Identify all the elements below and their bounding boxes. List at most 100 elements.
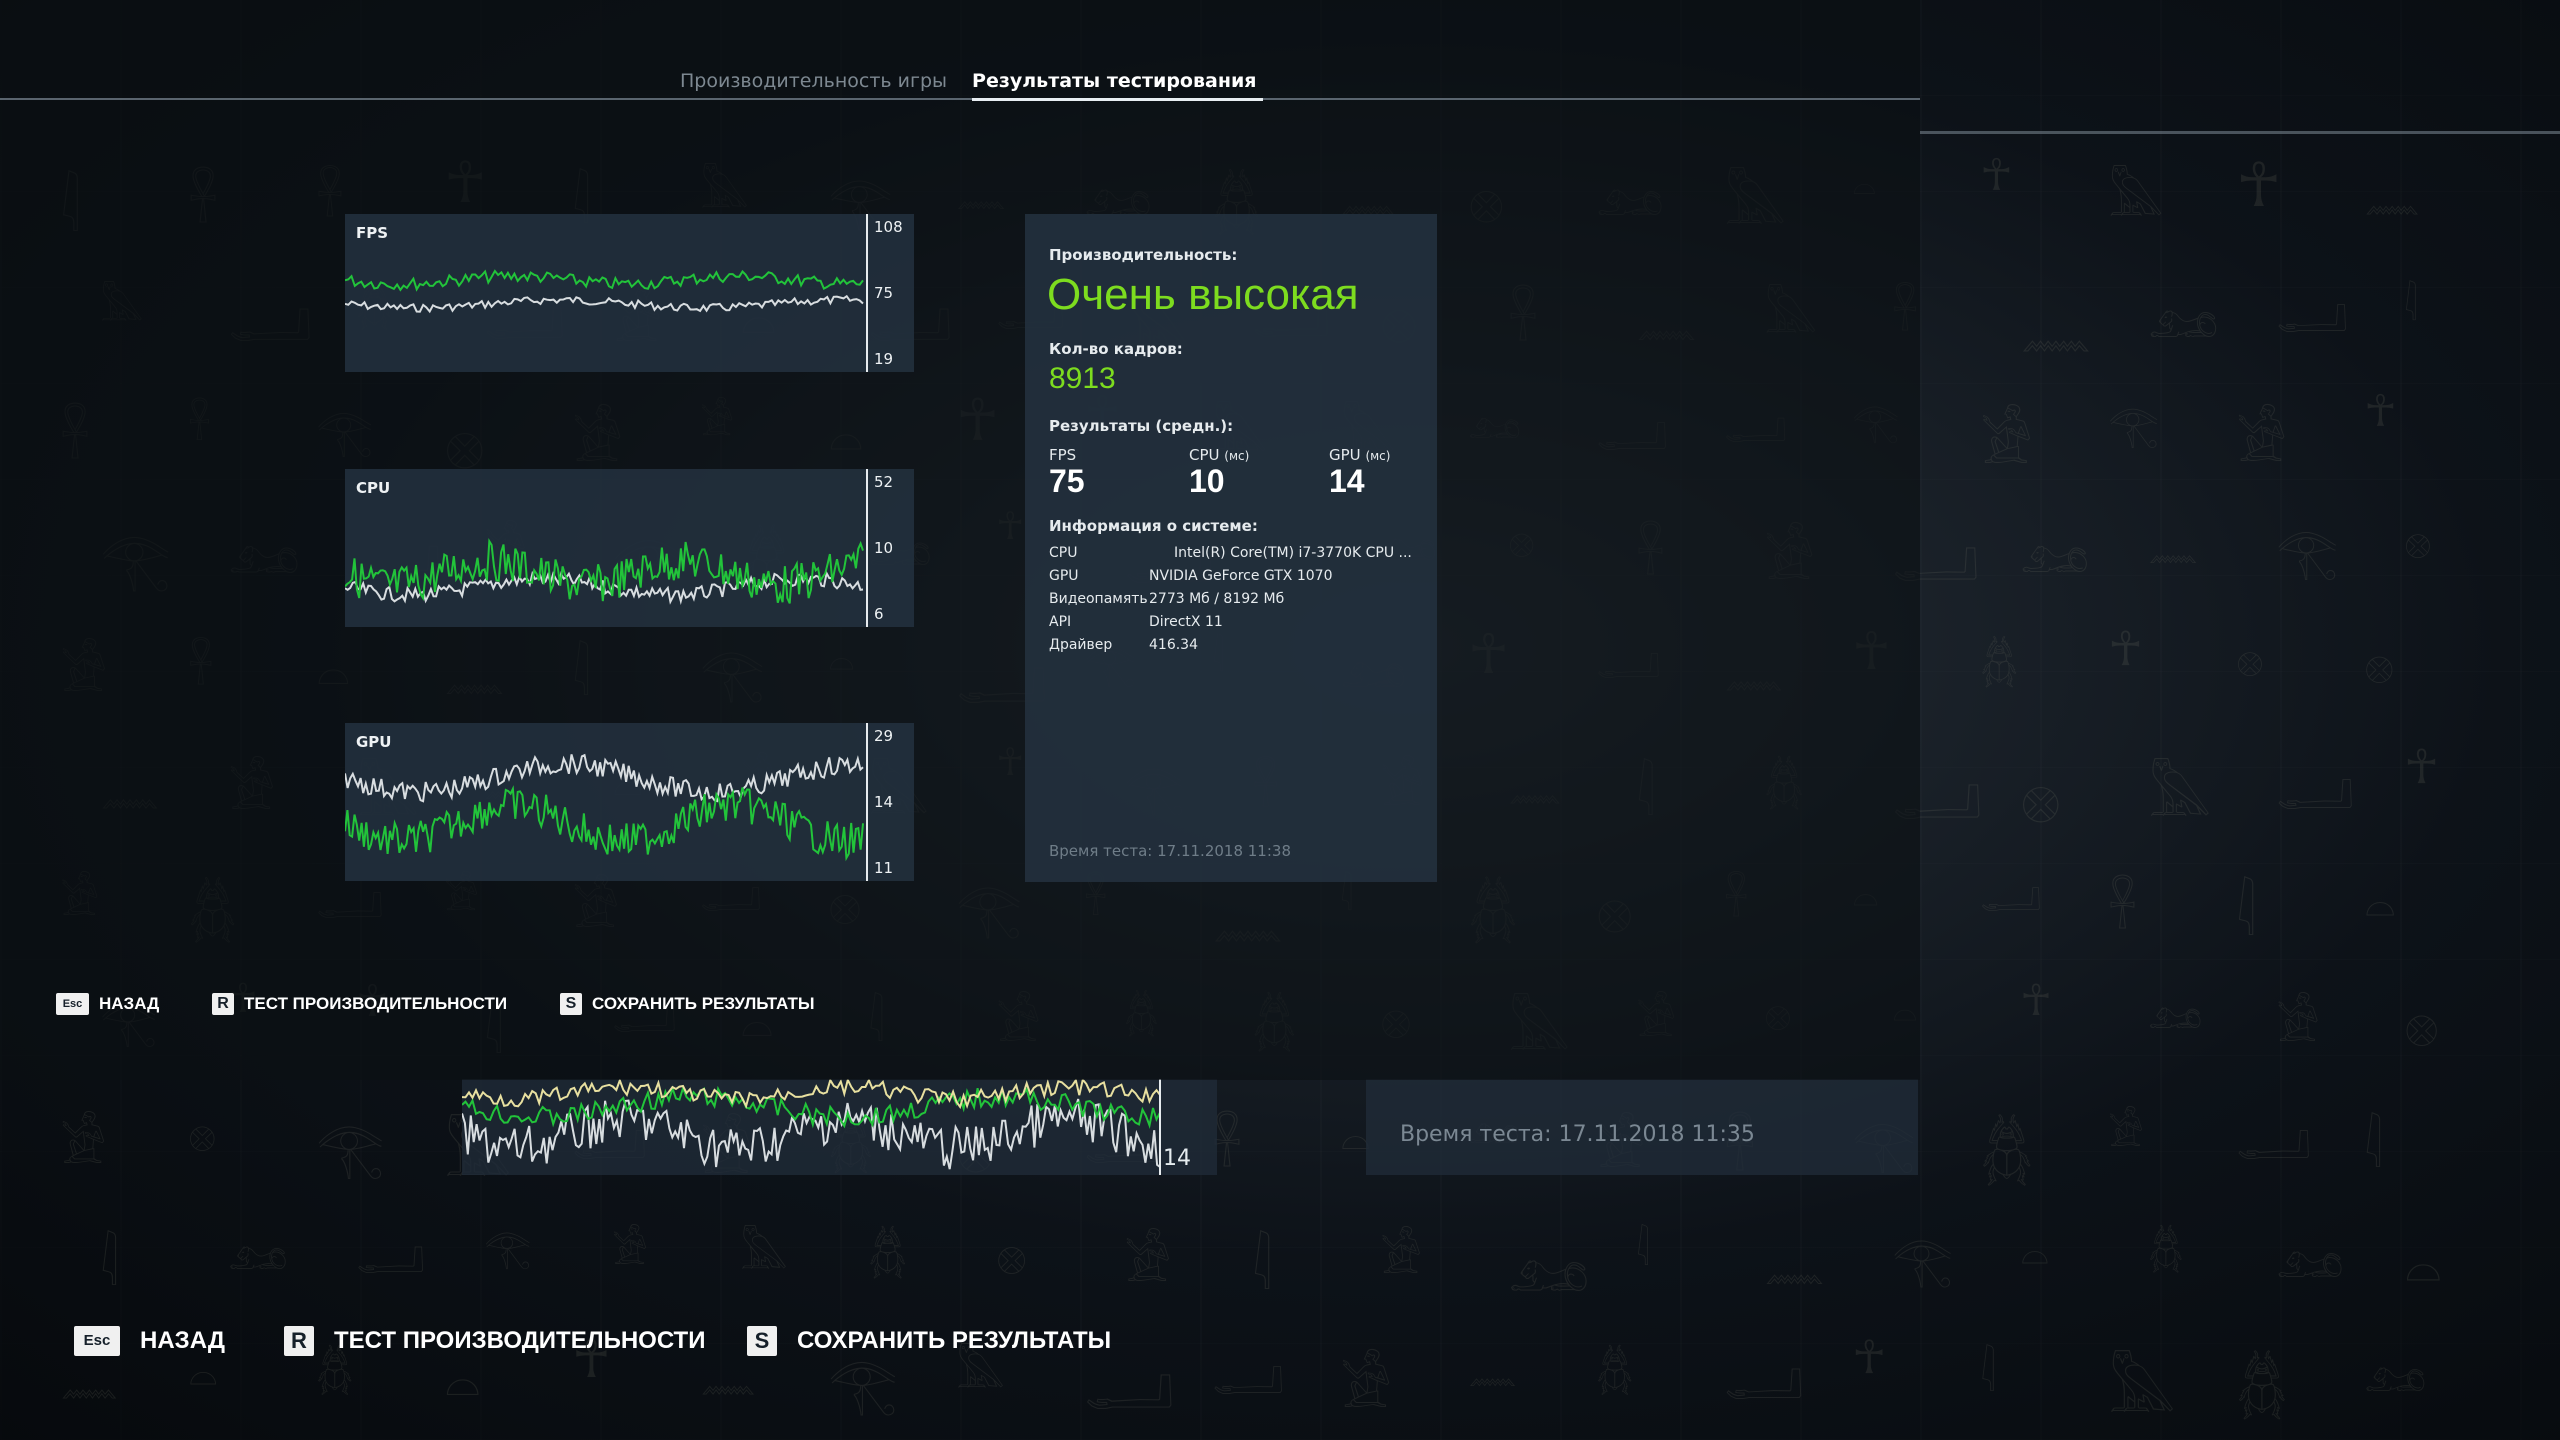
sys-key: CPU: [1049, 545, 1078, 561]
hieroglyph-icon: ☥: [2108, 622, 2144, 677]
fps-tick-min: 19: [874, 350, 894, 368]
hieroglyph-icon: 𓂀: [1892, 1232, 1954, 1289]
hieroglyph-icon: 𓀀: [1124, 1233, 1172, 1294]
hieroglyph-icon: 𓂝: [356, 1230, 426, 1284]
hieroglyph-icon: 𓀀: [2276, 996, 2321, 1053]
hieroglyph-icon: 𓈖: [2364, 168, 2421, 223]
hieroglyph-icon: 𓂀: [484, 1226, 532, 1270]
hieroglyph-icon: 𓃭: [2276, 1231, 2344, 1289]
hieroglyph-icon: ☥: [1852, 1330, 1887, 1384]
sys-key: GPU: [1049, 568, 1079, 584]
hieroglyph-icon: 𓅓: [2148, 763, 2212, 829]
hieroglyph-icon: 𓀀: [1340, 1353, 1393, 1421]
hieroglyph-icon: 𓂝: [1084, 1354, 1175, 1424]
hieroglyph-icon: 𓅓: [2108, 169, 2164, 227]
hieroglyph-icon: 𓃭: [2364, 1348, 2427, 1402]
hieroglyph-icon: 𓂀: [316, 1116, 385, 1180]
tab-bar-line: [0, 98, 1920, 100]
hieroglyph-icon: 𓈖: [700, 1348, 757, 1403]
background-back-button[interactable]: Esc НАЗАД: [74, 1326, 225, 1356]
cpu-trace-green: [345, 538, 864, 604]
back-label: НАЗАД: [99, 994, 160, 1013]
save-results-label: СОХРАНИТЬ РЕЗУЛЬТАТЫ: [592, 994, 815, 1013]
background-results-panel: Время теста: 17.11.2018 11:35: [1366, 1079, 1918, 1175]
sys-key: Видеопамять: [1049, 591, 1148, 607]
hieroglyph-icon: ☥: [2404, 740, 2440, 795]
avg-fps-name: FPS: [1049, 446, 1077, 464]
hieroglyph-icon: 𓆣: [1980, 1118, 2034, 1188]
background-chart-axis: [1159, 1079, 1161, 1175]
tab-bar: Производительность игры Результаты тести…: [680, 70, 1281, 101]
hieroglyph-icon: 𓂀: [2108, 401, 2160, 449]
hieroglyph-icon: 𓋹: [1212, 1115, 1243, 1178]
performance-label: Производительность:: [1049, 246, 1238, 264]
hieroglyph-icon: 𓀀: [1380, 1230, 1423, 1285]
hieroglyph-icon: 𓂝: [2276, 762, 2355, 822]
cpu-tick-min: 6: [874, 605, 884, 623]
avg-gpu-value: 14: [1329, 463, 1365, 499]
hieroglyph-icon: 𓊖: [2020, 765, 2062, 836]
gpu-chart-axis: [866, 723, 868, 881]
performance-rating: Очень высокая: [1047, 270, 1359, 319]
hieroglyph-icon: 𓂝: [1724, 1351, 1804, 1412]
hieroglyph-icon: 𓏏: [2020, 1230, 2050, 1285]
avg-gpu-name: GPU: [1329, 446, 1361, 464]
background-benchmark-label: ТЕСТ ПРОИЗВОДИТЕЛЬНОСТИ: [334, 1327, 706, 1354]
gpu-chart-title: GPU: [356, 733, 392, 751]
background-trace-green: [461, 1085, 1161, 1130]
hieroglyph-icon: 𓊖: [2364, 640, 2395, 693]
sys-value: 416.34: [1149, 637, 1198, 653]
hieroglyph-icon: 𓊖: [2404, 519, 2432, 567]
tab-game-performance[interactable]: Производительность игры: [680, 70, 948, 92]
hieroglyph-icon: 𓅓: [740, 1229, 788, 1279]
sys-key: API: [1049, 614, 1072, 630]
hieroglyph-icon: 𓇋: [2404, 284, 2418, 330]
hieroglyph-icon: 𓇋: [1636, 1227, 1651, 1275]
sys-value: Intel(R) Core(TM) i7-3770K CPU ...: [1174, 545, 1412, 561]
hieroglyph-icon: 𓂝: [1212, 1350, 1285, 1406]
hieroglyph-icon: ☥: [1980, 150, 2013, 201]
hieroglyph-icon: 𓀀: [60, 1116, 107, 1176]
hieroglyph-icon: 𓈖: [60, 1350, 119, 1407]
hieroglyph-icon: ☥: [2364, 386, 2397, 437]
avg-fps-value: 75: [1049, 463, 1085, 499]
hieroglyph-icon: 𓆣: [2148, 1228, 2184, 1274]
benchmark-button[interactable]: R ТЕСТ ПРОИЗВОДИТЕЛЬНОСТИ: [212, 993, 507, 1015]
background-save-label: СОХРАНИТЬ РЕЗУЛЬТАТЫ: [797, 1327, 1112, 1354]
hieroglyph-icon: 𓈖: [2020, 292, 2092, 362]
fps-chart-axis: [866, 214, 868, 372]
sys-row-driver: Драйвер 416.34: [1049, 637, 1198, 653]
avg-gpu: GPU (мс) 14: [1329, 446, 1390, 498]
hieroglyph-icon: 𓃭: [2148, 290, 2219, 350]
hieroglyph-icon: 𓇋: [100, 1234, 119, 1298]
sys-key: Драйвер: [1049, 637, 1113, 653]
hieroglyph-icon: 𓏏: [1340, 1114, 1372, 1171]
hieroglyph-icon: 𓂝: [2236, 1113, 2312, 1171]
test-time: Время теста: 17.11.2018 11:38: [1049, 842, 1291, 860]
background-back-label: НАЗАД: [140, 1327, 226, 1354]
background-benchmark-button[interactable]: R ТЕСТ ПРОИЗВОДИТЕЛЬНОСТИ: [284, 1326, 705, 1356]
sys-row-vram: Видеопамять 2773 Мб / 8192 Мб: [1049, 591, 1284, 607]
background-save-button[interactable]: S СОХРАНИТЬ РЕЗУЛЬТАТЫ: [747, 1326, 1111, 1356]
background-trace-yellow: [461, 1077, 1161, 1110]
sys-row-gpu: GPU NVIDIA GeForce GTX 1070: [1049, 568, 1332, 584]
hieroglyph-icon: 𓀀: [612, 1228, 648, 1274]
background-test-time: Время теста: 17.11.2018 11:35: [1400, 1122, 1755, 1147]
tab-test-results[interactable]: Результаты тестирования: [972, 70, 1264, 101]
back-button[interactable]: Esc НАЗАД: [56, 993, 159, 1015]
hieroglyph-icon: 𓂝: [2276, 288, 2349, 344]
background-r-key-icon: R: [284, 1326, 314, 1356]
hieroglyph-icon: 𓈖: [1764, 1234, 1826, 1293]
hieroglyph-icon: 𓊖: [2404, 998, 2440, 1058]
gpu-chart-plot: [345, 753, 864, 862]
save-results-button[interactable]: S СОХРАНИТЬ РЕЗУЛЬТАТЫ: [560, 993, 815, 1015]
background-s-key-icon: S: [747, 1326, 777, 1356]
gpu-tick-avg: 14: [874, 793, 894, 811]
fps-chart-title: FPS: [356, 224, 389, 242]
frames-count: 8913: [1049, 362, 1116, 395]
hieroglyph-icon: 𓆣: [868, 1229, 908, 1280]
hieroglyph-icon: 𓇋: [2364, 1116, 2383, 1180]
hieroglyph-icon: 𓏏: [188, 1350, 219, 1406]
hieroglyph-icon: 𓀀: [1980, 408, 2033, 477]
